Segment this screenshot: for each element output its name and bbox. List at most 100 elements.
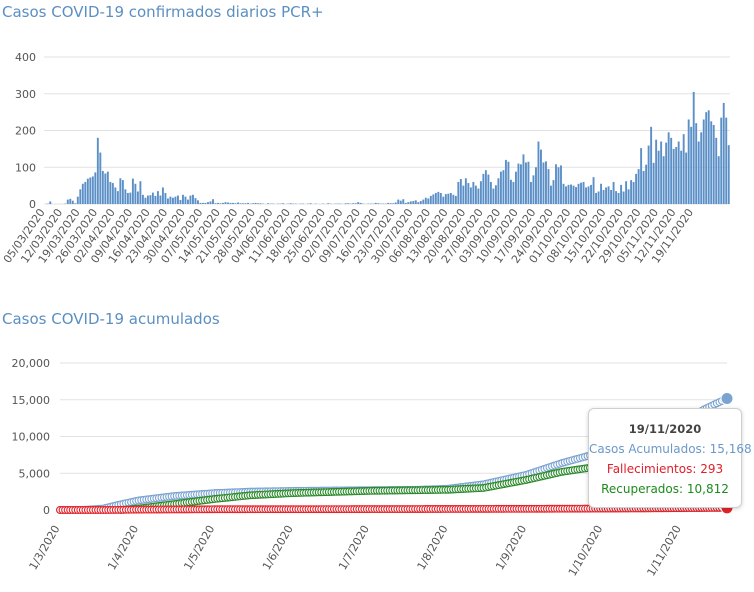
daily-bar — [134, 183, 137, 204]
daily-bar — [187, 199, 189, 204]
daily-bar — [687, 119, 690, 204]
daily-bar — [720, 117, 723, 204]
daily-bar — [725, 117, 728, 204]
daily-bar — [197, 200, 199, 204]
daily-bar — [582, 181, 585, 204]
daily-bar — [237, 202, 239, 204]
daily-bar — [492, 188, 495, 204]
daily-bar — [625, 181, 628, 205]
cumulative-x-tick-label: 1/4/2020 — [105, 523, 141, 572]
daily-bar — [662, 156, 665, 204]
daily-bar — [487, 174, 490, 204]
daily-bar — [422, 199, 425, 204]
daily-bar — [462, 185, 465, 205]
daily-bar — [74, 203, 77, 204]
daily-bar — [459, 179, 462, 204]
daily-bar — [457, 181, 460, 204]
daily-bar — [224, 202, 227, 204]
daily-bar — [682, 134, 685, 205]
daily-bar — [374, 202, 377, 204]
daily-bar — [116, 191, 119, 204]
daily-bar — [552, 180, 555, 204]
daily-bar — [532, 175, 535, 205]
cumulative-x-tick-label: 1/9/2020 — [493, 523, 529, 572]
cumulative-y-tick-label: 5,000 — [19, 467, 51, 480]
daily-bar — [717, 156, 720, 204]
daily-bar — [690, 126, 693, 204]
daily-bar — [660, 141, 663, 205]
daily-bar — [605, 187, 608, 204]
daily-bar — [169, 196, 172, 204]
daily-bar — [166, 198, 169, 204]
cumulative-y-tick-label: 15,000 — [12, 394, 51, 407]
daily-bar — [675, 147, 678, 204]
daily-bar — [590, 184, 592, 204]
daily-bar — [712, 124, 715, 204]
daily-bar — [517, 163, 520, 204]
daily-bar — [94, 172, 97, 205]
daily-bar — [685, 152, 688, 204]
cumulative-x-tick-label: 1/10/2020 — [566, 523, 605, 578]
daily-bar — [640, 148, 643, 204]
daily-bar — [254, 202, 257, 204]
daily-bar — [627, 189, 630, 204]
daily-bar — [705, 112, 708, 205]
daily-bar — [702, 119, 705, 204]
daily-bar — [707, 110, 710, 204]
daily-bar — [522, 154, 525, 204]
daily-bar — [632, 181, 635, 204]
daily-bar — [535, 167, 537, 204]
daily-bar — [402, 199, 405, 204]
daily-bar — [119, 178, 122, 204]
daily-bar — [327, 203, 330, 204]
daily-bar — [399, 200, 402, 204]
daily-bar — [555, 164, 557, 204]
daily-bar — [432, 194, 435, 204]
daily-bar — [489, 181, 492, 204]
daily-bar — [540, 149, 542, 204]
daily-bar — [570, 184, 572, 204]
series-end-marker — [720, 392, 734, 406]
daily-bar — [407, 202, 410, 204]
daily-bar — [449, 192, 452, 204]
daily-bar — [247, 202, 249, 204]
daily-bar — [84, 181, 87, 204]
daily-bar — [519, 164, 522, 204]
cumulative-x-tick-label: 1/11/2020 — [644, 523, 683, 578]
daily-bar — [414, 200, 417, 204]
cumulative-x-tick-label: 1/7/2020 — [336, 523, 372, 572]
daily-bar — [179, 199, 182, 204]
daily-bar — [131, 178, 134, 204]
daily-bar — [484, 170, 487, 204]
daily-bar — [595, 192, 597, 204]
daily-bar — [469, 187, 472, 204]
daily-bar — [242, 203, 244, 204]
daily-bar — [109, 181, 112, 204]
daily-bar — [151, 192, 154, 204]
cumulative-x-tick-label: 1/8/2020 — [415, 523, 451, 572]
daily-bar — [447, 193, 450, 204]
daily-bar — [602, 190, 605, 204]
daily-bar — [164, 192, 167, 204]
daily-bar — [79, 189, 82, 204]
daily-y-tick-label: 100 — [15, 161, 36, 174]
daily-bar — [727, 145, 730, 204]
daily-bar — [204, 202, 207, 204]
daily-bar — [509, 179, 512, 205]
daily-y-tick-label: 300 — [15, 88, 36, 101]
daily-bar — [377, 203, 380, 204]
tooltip-date: 19/11/2020 — [628, 422, 702, 436]
daily-bar — [477, 188, 480, 204]
daily-bar — [359, 202, 362, 204]
daily-bar — [267, 203, 270, 204]
daily-bar — [141, 194, 144, 204]
daily-bar — [136, 191, 139, 204]
daily-bar — [189, 195, 192, 204]
daily-bar — [49, 201, 52, 204]
daily-bar — [642, 170, 645, 205]
daily-bar — [504, 159, 507, 204]
daily-bar — [507, 161, 510, 204]
daily-bar — [610, 190, 613, 204]
daily-bar — [111, 183, 114, 204]
